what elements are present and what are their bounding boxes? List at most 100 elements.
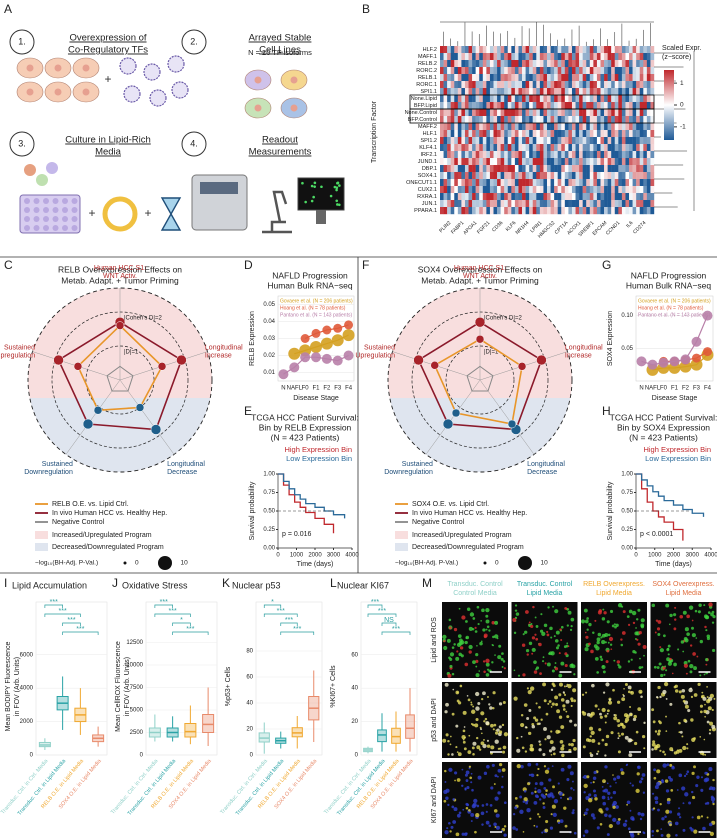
cell-signal	[483, 771, 488, 776]
microscope-icon	[262, 190, 292, 234]
cell-signal	[471, 746, 475, 750]
heat-cell	[464, 144, 469, 152]
heat-cell	[511, 165, 516, 173]
heat-cell	[600, 46, 605, 54]
sig-bracket	[263, 604, 282, 608]
cell-signal	[465, 635, 470, 640]
heat-cell	[547, 67, 551, 75]
heat-cell	[447, 200, 451, 208]
cell-signal	[666, 657, 671, 662]
cell-signal	[530, 791, 534, 795]
heat-cell	[464, 186, 469, 194]
cell-signal	[669, 660, 672, 664]
heat-cell	[443, 46, 448, 54]
heat-cell	[550, 172, 555, 180]
heat-cell	[461, 144, 466, 152]
heat-cell	[468, 123, 473, 131]
cell-signal	[639, 657, 641, 660]
cell-signal	[601, 795, 606, 800]
heat-cell	[454, 81, 459, 89]
heat-cell	[589, 81, 594, 89]
heat-cell	[475, 123, 480, 131]
cell-signal	[461, 615, 466, 620]
heat-cell	[547, 88, 551, 96]
heat-cell	[497, 179, 501, 187]
heat-cell	[604, 116, 608, 124]
colorbar-label: 1	[680, 80, 684, 87]
heat-cell	[514, 137, 519, 145]
heat-cell	[511, 95, 516, 103]
heat-cell	[500, 193, 505, 201]
cell-signal	[500, 657, 504, 661]
row-label: RORC.2	[416, 68, 437, 74]
heat-cell	[443, 102, 448, 110]
axis-label: Longitudinal	[205, 345, 243, 352]
cell-signal	[631, 739, 634, 742]
sig-label: ***	[50, 599, 58, 606]
cell-signal	[573, 699, 577, 703]
heat-cell	[621, 151, 626, 159]
cell-signal	[664, 753, 667, 756]
cell-signal	[682, 650, 685, 653]
heat-cell	[643, 158, 648, 166]
heat-cell	[504, 60, 508, 68]
heat-cell	[500, 81, 505, 89]
cell-signal	[475, 718, 479, 722]
heat-cell	[629, 53, 633, 61]
heat-cell	[575, 207, 580, 215]
heat-cell	[472, 207, 476, 215]
well-icon	[33, 207, 40, 213]
heat-cell	[596, 74, 601, 82]
heat-cell	[482, 67, 487, 75]
cell-signal	[486, 764, 490, 769]
cell-signal	[606, 709, 610, 713]
heat-cell	[457, 46, 462, 54]
cell-signal	[535, 625, 539, 628]
heat-cell	[547, 46, 551, 54]
heat-cell	[586, 165, 590, 173]
heat-cell	[632, 116, 637, 124]
heat-cell	[629, 172, 633, 180]
cell-signal	[448, 656, 451, 660]
heat-cell	[571, 123, 576, 131]
axis-title: Disease Stage	[652, 395, 698, 402]
cell-signal	[541, 831, 544, 834]
axis-label: Decrease	[167, 469, 197, 476]
size-key	[518, 556, 532, 570]
heat-cell	[596, 109, 601, 117]
heat-cell	[472, 123, 476, 131]
cell-signal	[552, 684, 556, 688]
cell-signal	[492, 635, 495, 639]
heat-cell	[629, 151, 633, 159]
heat-cell	[607, 130, 612, 138]
heat-cell	[586, 74, 590, 82]
heat-cell	[604, 109, 608, 117]
heat-cell	[650, 130, 655, 138]
panel-label: I	[4, 576, 7, 590]
heat-cell	[511, 144, 516, 152]
heat-cell	[532, 158, 537, 166]
heat-cell	[547, 60, 551, 68]
cell-signal	[534, 787, 537, 790]
cell-signal	[529, 747, 534, 752]
cell-signal	[533, 670, 538, 674]
lipid-icon	[102, 196, 138, 232]
heat-cell	[593, 200, 598, 208]
heat-cell	[529, 130, 533, 138]
heat-cell	[550, 200, 555, 208]
heat-cell	[568, 179, 573, 187]
heat-cell	[589, 109, 594, 117]
heat-cell	[586, 109, 590, 117]
cell-signal	[550, 636, 553, 639]
cell-signal	[665, 669, 668, 672]
heat-cell	[472, 179, 476, 187]
cell-signal	[494, 825, 497, 828]
heat-cell	[504, 46, 508, 54]
cell-signal	[554, 639, 559, 643]
cell-signal	[593, 770, 597, 775]
heat-cell	[625, 186, 630, 194]
heat-cell	[472, 165, 476, 173]
row-label: MAFF.2	[418, 124, 437, 130]
cell-signal	[592, 789, 596, 793]
nucleus-icon	[254, 76, 262, 84]
